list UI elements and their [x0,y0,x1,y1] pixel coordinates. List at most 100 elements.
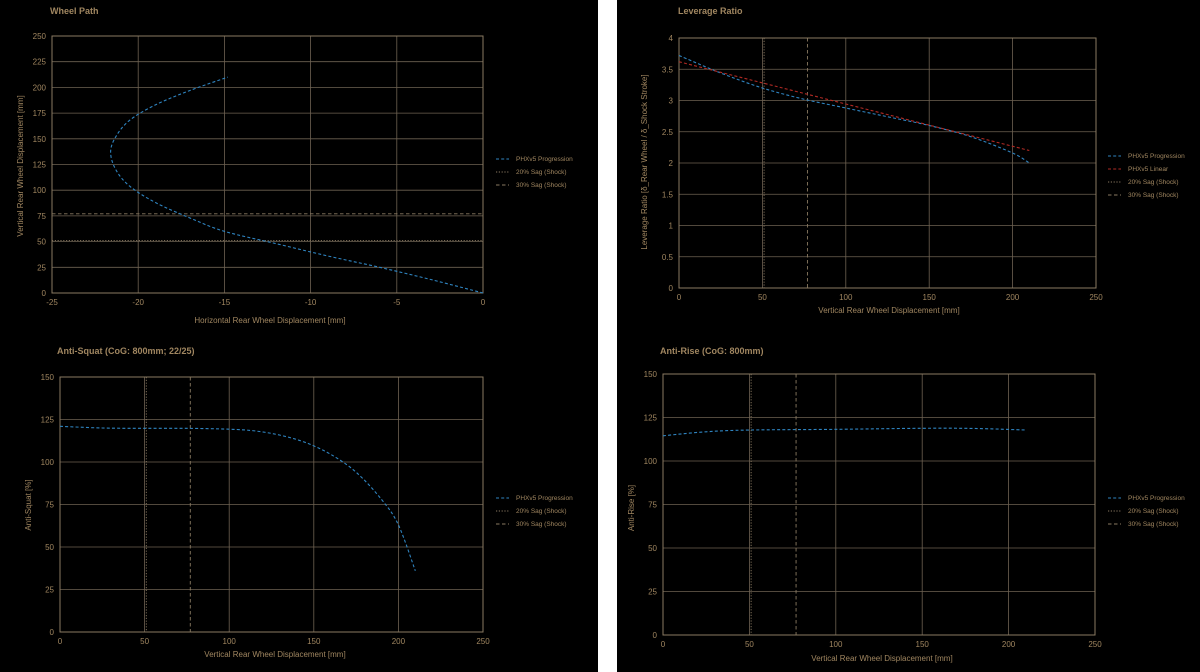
y-tick-label: 3.5 [662,65,674,74]
x-tick-label: 150 [923,293,937,302]
x-tick-label: -25 [46,298,58,307]
chart-title: Leverage Ratio [678,6,743,16]
x-tick-label: 50 [758,293,767,302]
x-axis-label: Vertical Rear Wheel Displacement [mm] [204,650,345,659]
x-tick-label: 100 [839,293,853,302]
legend-label: 30% Sag (Shock) [516,521,567,528]
y-tick-label: 50 [45,543,54,552]
y-tick-label: 50 [37,238,46,247]
y-tick-label: 25 [37,263,46,272]
y-tick-label: 125 [644,414,658,423]
y-tick-label: 0.5 [662,253,674,262]
y-tick-label: 0 [50,628,55,637]
x-tick-label: -10 [305,298,317,307]
x-tick-label: 200 [392,637,406,646]
x-tick-label: 250 [1088,640,1102,649]
y-tick-label: 100 [33,186,47,195]
right-panel [617,0,1200,672]
x-tick-label: 0 [677,293,682,302]
y-tick-label: 75 [45,501,54,510]
y-tick-label: 125 [41,416,55,425]
y-axis-label: Anti-Rise [%] [627,485,636,531]
y-tick-label: 50 [648,544,657,553]
series-line [678,54,1030,164]
x-tick-label: 200 [1006,293,1020,302]
plot-frame [678,37,1097,289]
chart-anti-squat: Anti-Squat (CoG: 800mm; 22/25) 0 50 100 150… [24,346,573,659]
series-line [662,427,1026,437]
x-tick-label: -20 [132,298,144,307]
x-axis-label: Vertical Rear Wheel Displacement [mm] [818,306,959,315]
y-tick-label: 75 [37,212,46,221]
y-tick-label: 25 [648,588,657,597]
chart-title: Anti-Squat (CoG: 800mm; 22/25) [57,346,195,356]
legend: PHXv5 Progression PHXv5 Linear 20% Sag (Sh… [1108,153,1185,199]
grid [59,376,484,633]
series-line [110,76,484,294]
legend: PHXv5 Progression 20% Sag (Shock) 30% Sag … [496,495,573,528]
chart-wheel-path: Wheel Path -25 -20 -15 -10 -5 0 0 25 50 75 100 125 1… [16,6,573,325]
legend-label: 30% Sag (Shock) [1128,192,1179,199]
legend: PHXv5 Progression 20% Sag (Shock) 30% Sag … [496,156,573,189]
series [59,425,416,571]
chart-title: Anti-Rise (CoG: 800mm) [660,346,764,356]
y-tick-label: 225 [33,58,47,67]
chart-anti-rise: Anti-Rise (CoG: 800mm) 0 50 100 150 200 250 0 2… [627,346,1185,663]
x-axis-label: Horizontal Rear Wheel Displacement [mm] [194,316,345,325]
sag-lines [750,374,797,635]
sag-lines [145,377,191,632]
y-tick-label: 1 [669,222,674,231]
series-line [678,61,1030,152]
y-tick-label: 0 [42,289,47,298]
legend-label: PHXv5 Progression [516,156,573,163]
y-axis-label: Anti-Squat [%] [24,479,33,530]
y-tick-label: 2 [669,159,674,168]
y-tick-label: 25 [45,586,54,595]
chart-title: Wheel Path [50,6,99,16]
y-tick-label: 150 [644,370,658,379]
legend-label: 20% Sag (Shock) [1128,508,1179,515]
x-tick-label: 50 [745,640,754,649]
x-tick-label: -15 [219,298,231,307]
sag-lines [763,38,808,288]
chart-leverage-ratio: Leverage Ratio 0 50 100 150 200 250 0 0.5 1 1.5 2 2… [640,6,1185,315]
ticks: 0 50 100 150 200 250 0 25 50 75 100 125 150 [644,370,1103,649]
sag-lines [52,213,483,242]
left-panel [0,0,598,672]
y-tick-label: 1.5 [662,190,674,199]
legend-label: PHXv5 Linear [1128,166,1169,173]
grid [662,373,1096,636]
x-tick-label: 150 [307,637,321,646]
y-tick-label: 150 [41,373,55,382]
legend-label: 30% Sag (Shock) [1128,521,1179,528]
legend-label: 20% Sag (Shock) [516,508,567,515]
plot-frame [51,35,484,294]
y-tick-label: 4 [669,34,674,43]
y-tick-label: 2.5 [662,128,674,137]
plot-frame [59,376,484,633]
legend-label: 30% Sag (Shock) [516,182,567,189]
legend-label: PHXv5 Progression [1128,495,1185,502]
x-tick-label: 50 [140,637,149,646]
y-tick-label: 175 [33,109,47,118]
x-tick-label: 0 [661,640,666,649]
x-tick-label: 200 [1002,640,1016,649]
x-axis-label: Vertical Rear Wheel Displacement [mm] [811,654,952,663]
y-tick-label: 125 [33,161,47,170]
legend-label: 20% Sag (Shock) [516,169,567,176]
plot-frame [662,373,1096,636]
x-tick-label: -5 [393,298,401,307]
legend-label: 20% Sag (Shock) [1128,179,1179,186]
x-tick-label: 0 [481,298,486,307]
y-tick-label: 0 [669,284,674,293]
grid [51,35,484,294]
legend-label: PHXv5 Progression [1128,153,1185,160]
x-tick-label: 250 [1089,293,1103,302]
x-tick-label: 250 [476,637,490,646]
y-axis-label: Leverage Ratio [δ_Rear Wheel / δ_Shock S… [640,74,649,249]
series [110,76,484,294]
y-tick-label: 0 [653,631,658,640]
y-tick-label: 75 [648,501,657,510]
series-line [59,425,416,571]
